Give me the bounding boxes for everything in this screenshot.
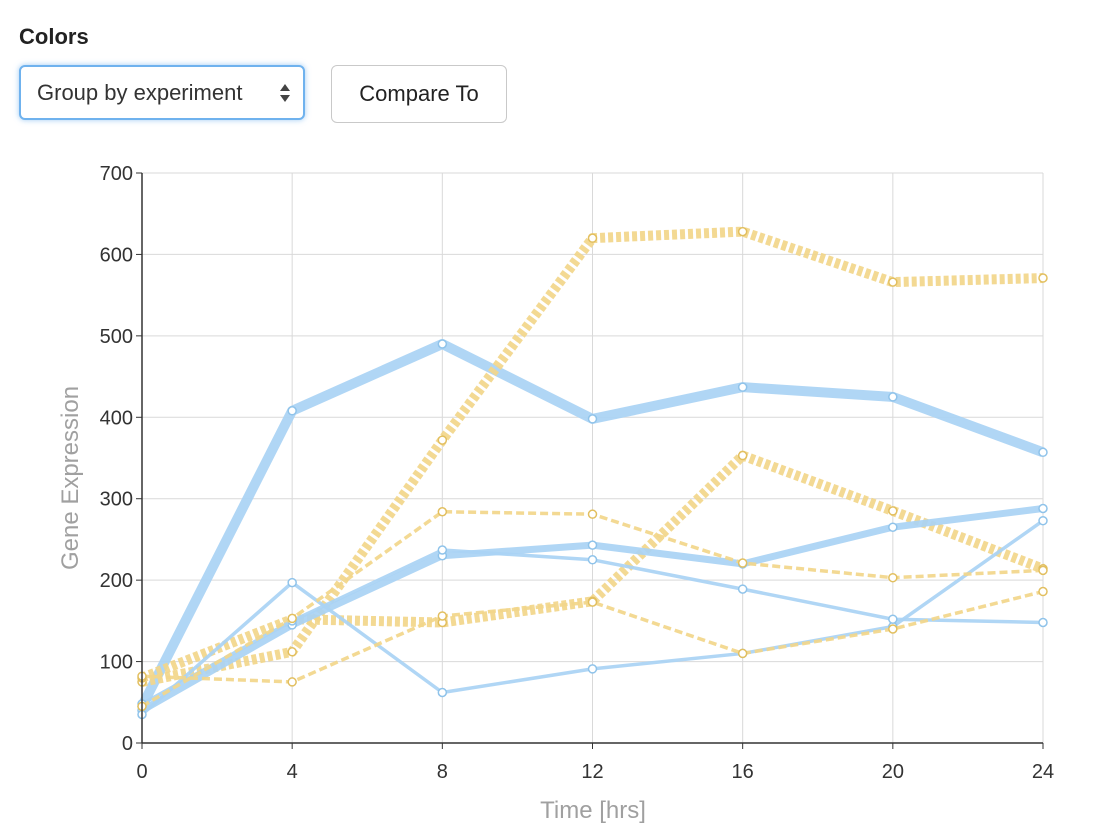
y-axis-title: Gene Expression (57, 386, 84, 570)
data-point (1038, 565, 1048, 576)
data-point (1038, 273, 1048, 283)
x-tick-label: 24 (1032, 761, 1054, 783)
data-point (437, 339, 448, 349)
data-point (287, 647, 297, 657)
data-point (587, 414, 598, 424)
data-point (888, 506, 898, 516)
data-point (1038, 617, 1048, 628)
colors-label: Colors (19, 24, 89, 49)
data-point (1038, 503, 1048, 514)
data-point (587, 509, 598, 519)
y-tick-label: 400 (100, 407, 133, 429)
data-point (287, 577, 297, 588)
select-arrows-icon (280, 84, 290, 102)
data-point (287, 613, 297, 624)
y-tick-label: 700 (100, 163, 133, 185)
y-tick-label: 600 (100, 244, 133, 266)
data-point (437, 545, 448, 555)
data-point (437, 435, 448, 445)
x-tick-label: 8 (437, 761, 448, 783)
data-point (888, 614, 898, 624)
data-point (587, 540, 598, 550)
x-axis-title: Time [hrs] (540, 797, 646, 824)
data-point (737, 648, 748, 659)
data-point (888, 624, 898, 634)
data-point (587, 233, 598, 243)
x-tick-label: 12 (581, 761, 603, 783)
data-point (737, 450, 748, 461)
data-point (587, 597, 598, 607)
series-lines (137, 226, 1048, 720)
y-tick-label: 0 (122, 733, 133, 755)
data-point (737, 226, 748, 237)
data-point (888, 522, 898, 532)
data-point (1038, 586, 1048, 597)
data-point (737, 558, 748, 568)
data-point (287, 406, 297, 416)
data-point (587, 555, 598, 565)
data-point (888, 277, 898, 287)
data-point (888, 572, 898, 583)
data-point (437, 611, 448, 621)
data-point (1038, 447, 1048, 458)
data-point (287, 677, 297, 687)
y-tick-label: 500 (100, 326, 133, 348)
x-tick-label: 4 (287, 761, 298, 783)
data-point (1038, 515, 1048, 526)
group-by-select-value: Group by experiment (37, 79, 243, 105)
data-point (437, 506, 448, 517)
group-by-select[interactable]: Group by experiment (19, 65, 305, 120)
x-tick-label: 0 (136, 761, 147, 783)
x-tick-label: 20 (882, 761, 904, 783)
y-tick-label: 200 (100, 570, 133, 592)
y-tick-label: 100 (100, 652, 133, 674)
data-point (437, 687, 448, 698)
data-point (737, 584, 748, 594)
data-point (587, 664, 598, 674)
y-tick-label: 300 (100, 489, 133, 511)
data-point (888, 392, 898, 402)
axes: 0 100 200 300 400 500 600 700 0 4 8 12 16 20 24 (100, 163, 1055, 783)
x-tick-label: 16 (732, 761, 754, 783)
compare-to-button[interactable]: Compare To (331, 65, 507, 123)
data-point (737, 382, 748, 392)
gene-expression-chart: 0 100 200 300 400 500 600 700 0 4 8 12 16 20 24 Time [… (57, 163, 1055, 824)
